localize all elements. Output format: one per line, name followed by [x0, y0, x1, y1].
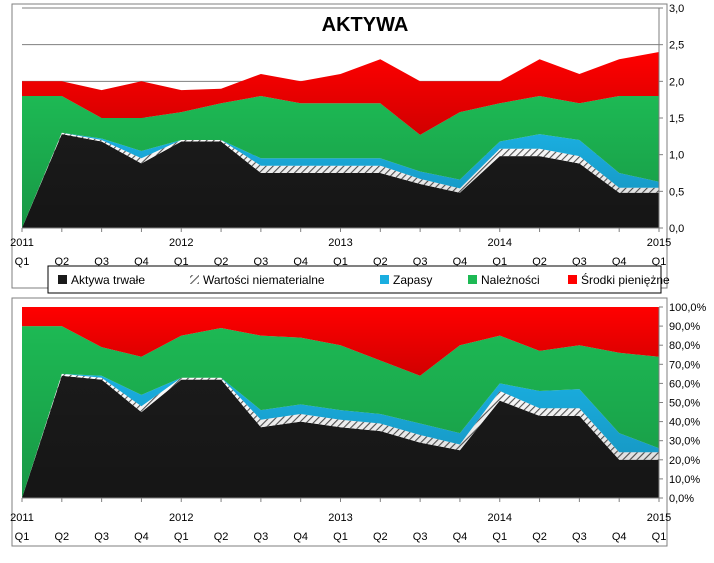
x-quarter-label: Q4: [612, 531, 627, 543]
x-quarter-label: Q1: [652, 256, 667, 268]
legend-swatch-aktywa-trwale: [58, 275, 67, 284]
x-quarter-label: Q3: [94, 531, 109, 543]
x-year-label: 2014: [488, 237, 512, 249]
y-tick-label: 2,0: [669, 76, 684, 88]
y-tick-label: 100,0%: [669, 302, 707, 314]
legend-label-wartosci-niematerialne: Wartości niematerialne: [203, 273, 325, 287]
x-quarter-label: Q1: [15, 256, 30, 268]
x-year-label: 2013: [328, 237, 352, 249]
x-quarter-label: Q1: [15, 531, 30, 543]
x-quarter-label: Q3: [572, 531, 587, 543]
legend-label-zapasy: Zapasy: [393, 273, 432, 287]
area-shade-aktywa-trwale: [22, 134, 659, 228]
x-year-label: 2015: [647, 237, 671, 249]
area-shade-aktywa-trwale: [22, 375, 659, 498]
y-tick-label: 2,5: [669, 40, 684, 52]
y-tick-label: 0,0%: [669, 493, 694, 505]
x-quarter-label: Q4: [293, 531, 308, 543]
x-quarter-label: Q1: [492, 256, 507, 268]
legend-label-naleznosci: Należności: [481, 273, 540, 287]
x-quarter-label: Q2: [532, 531, 547, 543]
x-quarter-label: Q1: [333, 256, 348, 268]
y-tick-label: 10,0%: [669, 474, 700, 486]
y-tick-label: 70,0%: [669, 359, 700, 371]
x-quarter-label: Q1: [333, 531, 348, 543]
x-year-label: 2012: [169, 237, 193, 249]
area-shade-naleznosci: [22, 96, 659, 228]
x-year-label: 2015: [647, 512, 671, 524]
x-quarter-label: Q4: [134, 256, 149, 268]
x-quarter-label: Q2: [54, 531, 69, 543]
y-tick-label: 50,0%: [669, 398, 700, 410]
x-quarter-label: Q1: [652, 531, 667, 543]
x-quarter-label: Q1: [174, 531, 189, 543]
y-tick-label: 90,0%: [669, 321, 700, 333]
y-tick-label: 30,0%: [669, 436, 700, 448]
x-year-label: 2014: [488, 512, 512, 524]
x-quarter-label: Q4: [612, 256, 627, 268]
x-quarter-label: Q3: [254, 256, 269, 268]
area-shade-srodki-pieniezne: [22, 52, 659, 135]
y-tick-label: 3,0: [669, 3, 684, 15]
y-tick-label: 1,0: [669, 150, 684, 162]
x-quarter-label: Q2: [54, 256, 69, 268]
x-quarter-label: Q3: [94, 256, 109, 268]
x-quarter-label: Q2: [532, 256, 547, 268]
y-tick-label: 40,0%: [669, 417, 700, 429]
y-tick-label: 0,0: [669, 223, 684, 235]
legend: Aktywa trwałe Wartości niematerialne Zapas…: [47, 265, 670, 294]
x-quarter-label: Q4: [134, 531, 149, 543]
x-year-label: 2012: [169, 512, 193, 524]
legend-swatch-naleznosci: [468, 275, 477, 284]
y-tick-label: 0,5: [669, 186, 684, 198]
x-quarter-label: Q4: [453, 256, 468, 268]
x-year-label: 2011: [10, 237, 34, 249]
legend-swatch-srodki-pieniezne: [568, 275, 577, 284]
y-tick-label: 60,0%: [669, 378, 700, 390]
legend-label-aktywa-trwale: Aktywa trwałe: [71, 273, 145, 287]
chart-aktywa-percent: 0,0% 10,0% 20,0% 30,0% 40,0% 50,0% 60,0% 70,0% 8…: [10, 297, 707, 547]
x-quarter-label: Q2: [373, 531, 388, 543]
x-quarter-label: Q2: [373, 256, 388, 268]
x-quarter-label: Q2: [214, 256, 229, 268]
chart-aktywa-values: 0,0 0,5 1,0 1,5 2,0 2,5 3,0 2011 Q1 Q2 Q3 Q4 2012 Q1 Q…: [10, 3, 684, 289]
x-quarter-label: Q1: [492, 531, 507, 543]
x-quarter-label: Q3: [572, 256, 587, 268]
x-quarter-label: Q3: [413, 531, 428, 543]
x-year-label: 2013: [328, 512, 352, 524]
chart-title: AKTYWA: [322, 14, 409, 36]
area-shade-naleznosci: [22, 326, 659, 498]
legend-label-srodki-pieniezne: Środki pieniężne: [581, 272, 670, 287]
y-tick-label: 1,5: [669, 113, 684, 125]
legend-swatch-zapasy: [380, 275, 389, 284]
x-quarter-label: Q4: [453, 531, 468, 543]
legend-box: [47, 265, 662, 294]
x-quarter-label: Q4: [293, 256, 308, 268]
x-year-label: 2011: [10, 512, 34, 524]
area-shade-srodki-pieniezne: [22, 307, 659, 376]
x-quarter-label: Q1: [174, 256, 189, 268]
x-quarter-label: Q3: [413, 256, 428, 268]
legend-swatch-wartosci-niematerialne: [190, 275, 199, 284]
x-quarter-label: Q2: [214, 531, 229, 543]
x-quarter-label: Q3: [254, 531, 269, 543]
y-tick-label: 80,0%: [669, 340, 700, 352]
y-tick-label: 20,0%: [669, 455, 700, 467]
